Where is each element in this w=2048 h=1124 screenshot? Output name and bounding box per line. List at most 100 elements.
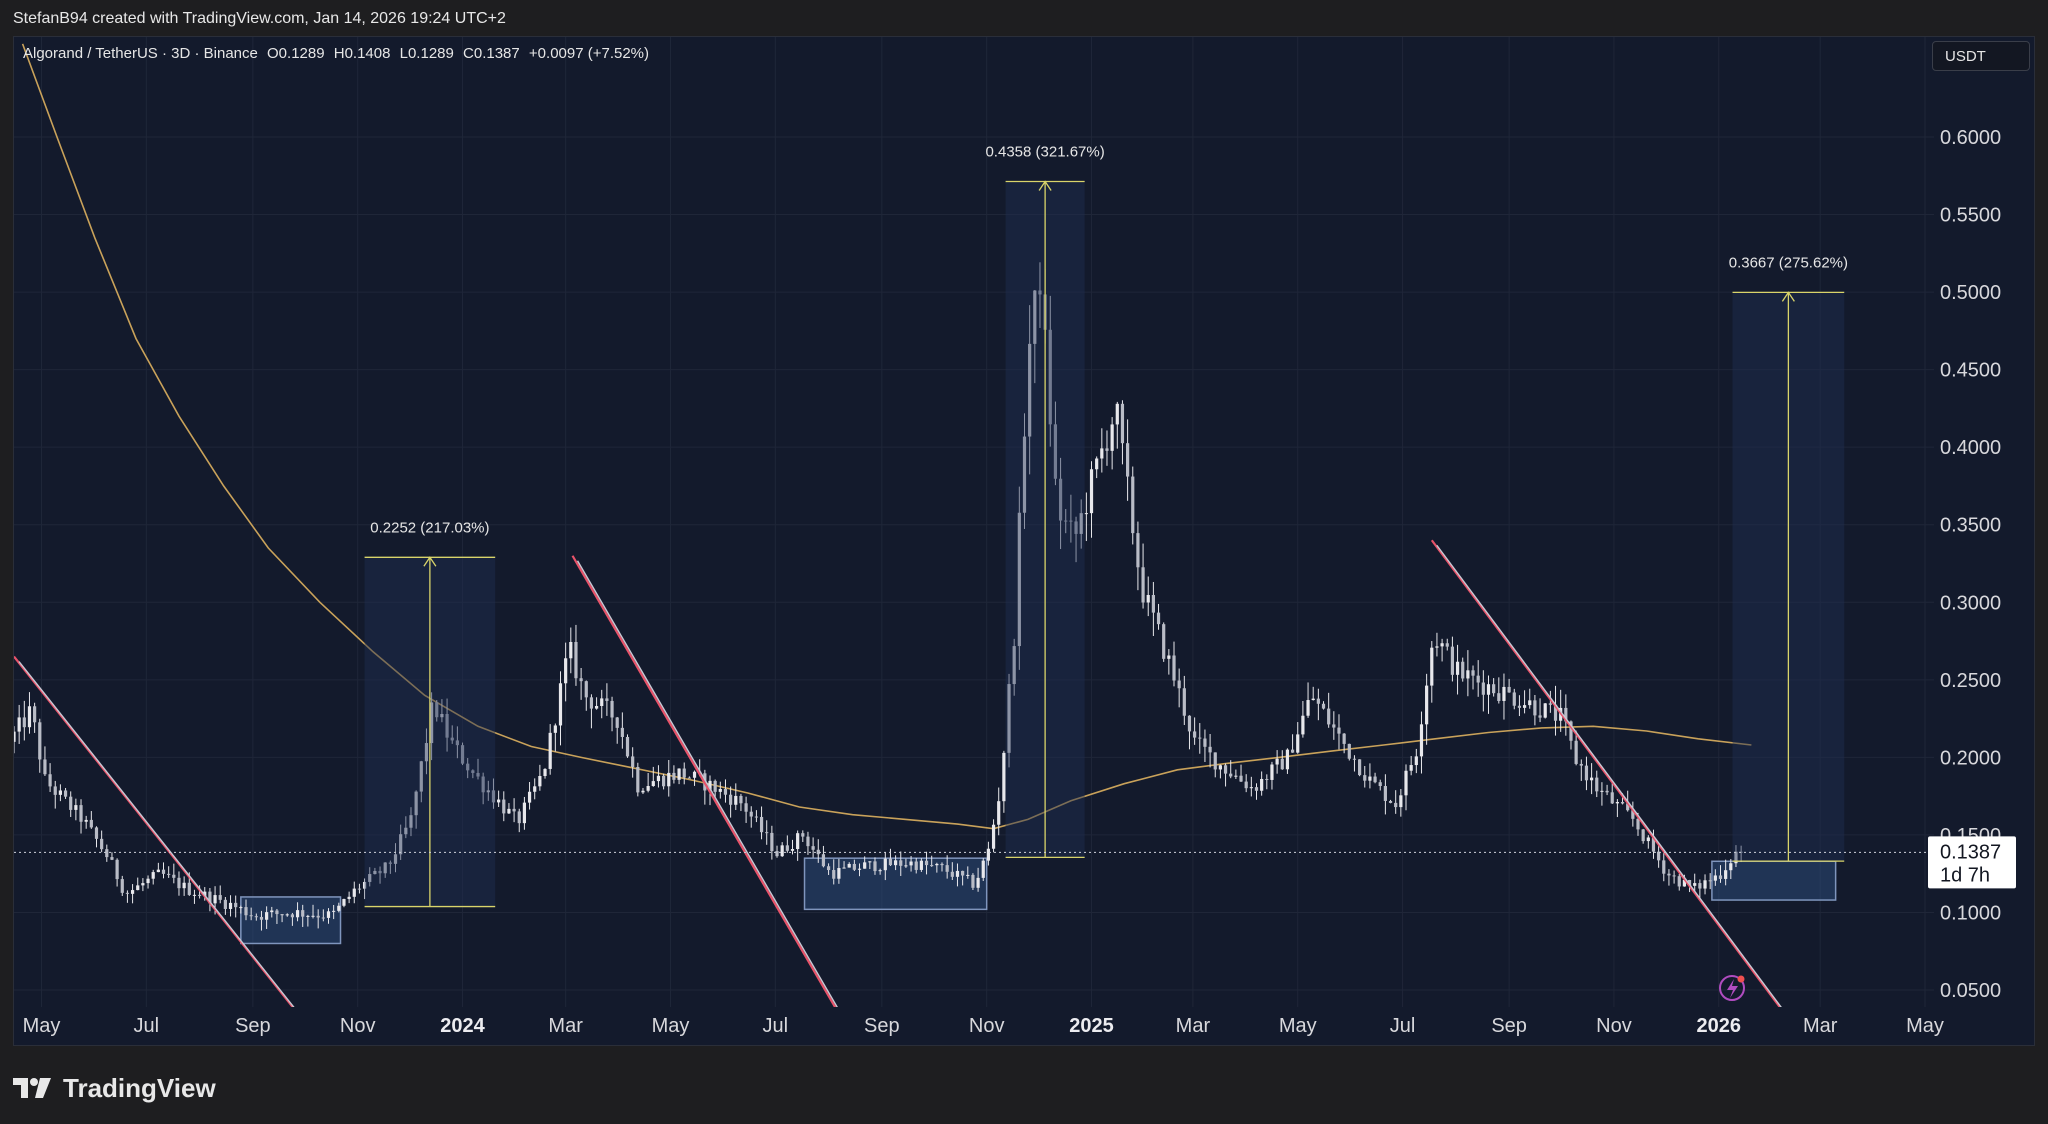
symbol-name[interactable]: Algorand / TetherUS · 3D · Binance [23, 45, 258, 62]
moving-average-line[interactable] [21, 43, 1752, 830]
candle-body [1528, 700, 1532, 706]
candle-body [378, 870, 382, 874]
candle-body [816, 849, 820, 855]
candle-body [1713, 875, 1717, 881]
candle-body [729, 794, 733, 805]
price-axis[interactable]: 0.6000 0.5500 0.5000 0.4500 0.4000 0.3500 0.30… [1928, 127, 2016, 1002]
candle-body [1033, 290, 1037, 344]
candle-body [749, 811, 753, 817]
candle-body [651, 781, 655, 787]
candle-body [1394, 802, 1398, 808]
candle-body [1126, 443, 1130, 477]
candle-body [961, 870, 965, 876]
candle-body [1321, 703, 1326, 709]
price-tick-label: 0.2000 [1940, 747, 2001, 769]
candle-body [347, 896, 351, 900]
currency-button[interactable]: USDT [1932, 41, 2030, 71]
candle-body [414, 791, 418, 816]
time-tick-label: Nov [1596, 1015, 1632, 1037]
candle-body [687, 777, 691, 779]
time-tick-label: Nov [340, 1015, 376, 1037]
time-tick-label: Jul [1390, 1015, 1416, 1037]
candle-body [383, 862, 387, 874]
candle-body [919, 860, 923, 870]
candle-body [476, 772, 480, 777]
candle-body [1378, 782, 1382, 787]
candle-body [1296, 734, 1300, 753]
lightning-icon [1727, 979, 1738, 998]
candle-body [172, 874, 176, 878]
candle-body [1729, 863, 1733, 871]
candle-body [548, 732, 552, 769]
candle-body [739, 795, 743, 804]
candle-body [311, 915, 315, 917]
candle-body [1048, 329, 1052, 425]
price-tick-label: 0.3500 [1940, 515, 2001, 537]
candle-body [1734, 851, 1738, 864]
candle-body [1249, 787, 1253, 789]
time-tick-label: May [1279, 1015, 1317, 1037]
candle-body [1187, 715, 1192, 732]
candle-body [481, 776, 485, 793]
candle-body [1095, 458, 1099, 470]
projection-arrowhead [1781, 291, 1795, 302]
candle-body [594, 706, 599, 709]
candle-body [368, 874, 372, 882]
candle-body [512, 808, 516, 812]
trendline-parallel [1436, 544, 1782, 1007]
candle-body [971, 874, 975, 888]
candle-body [1151, 595, 1155, 613]
candle-body [182, 882, 186, 889]
candle-body [1739, 851, 1743, 853]
candle-body [357, 888, 362, 890]
candle-body [1064, 520, 1068, 522]
time-tick-label: Jul [134, 1015, 160, 1037]
projection-arrowhead [423, 556, 437, 567]
trendlines[interactable] [14, 539, 1818, 1057]
candle-body [466, 763, 470, 771]
candle-body [1285, 749, 1290, 770]
tradingview-footer-logo[interactable]: TradingView [13, 1070, 216, 1106]
candle-body [1388, 800, 1393, 803]
symbol-legend[interactable]: Algorand / TetherUS · 3D · Binance O0.12… [23, 45, 654, 62]
candle-body [765, 832, 769, 834]
candle-body [945, 865, 949, 872]
candle-body [667, 772, 671, 787]
alert-marker[interactable] [1719, 975, 1745, 1001]
candle-body [981, 860, 985, 878]
consolidation-zones [240, 857, 1837, 945]
candle-body [326, 911, 331, 918]
candle-body [1198, 737, 1202, 739]
candle-body [33, 706, 37, 723]
candle-body [440, 714, 444, 718]
time-axis[interactable]: May Jul Sep Nov 2024 Mar May Jul Sep Nov 2025 Mar Ma… [23, 1015, 1944, 1037]
candle-body [192, 894, 197, 896]
price-tick-label: 0.2500 [1940, 670, 2001, 692]
candle-body [445, 714, 449, 738]
candle-body [904, 865, 908, 867]
price-tick-label: 0.5000 [1940, 282, 2001, 304]
candle-body [79, 805, 83, 822]
candle-body [161, 869, 166, 874]
notification-dot [1737, 975, 1745, 983]
candle-body [38, 722, 42, 760]
candle-body [151, 872, 155, 879]
projection-label: 0.4358 (321.67%) [985, 144, 1104, 161]
candle-body [610, 700, 614, 718]
candle-body [1074, 521, 1078, 534]
time-tick-label: May [1906, 1015, 1944, 1037]
candle-body [58, 790, 63, 795]
candle-body [208, 891, 212, 904]
price-tick-label: 0.4500 [1940, 360, 2001, 382]
chart-panel[interactable] [13, 36, 2035, 1046]
candle-body [491, 790, 496, 803]
price-projections[interactable]: 0.2252 (217.03%) 0.4358 (321.67%) 0.3667 (… [364, 144, 1848, 908]
candle-countdown-label: 1d 7h [1940, 864, 1990, 886]
consolidation-zone[interactable] [240, 896, 342, 945]
candle-body [770, 832, 774, 852]
candle-body [100, 838, 104, 850]
candle-body [1548, 703, 1552, 705]
candle-body [1213, 752, 1217, 770]
candle-body [1239, 775, 1243, 782]
